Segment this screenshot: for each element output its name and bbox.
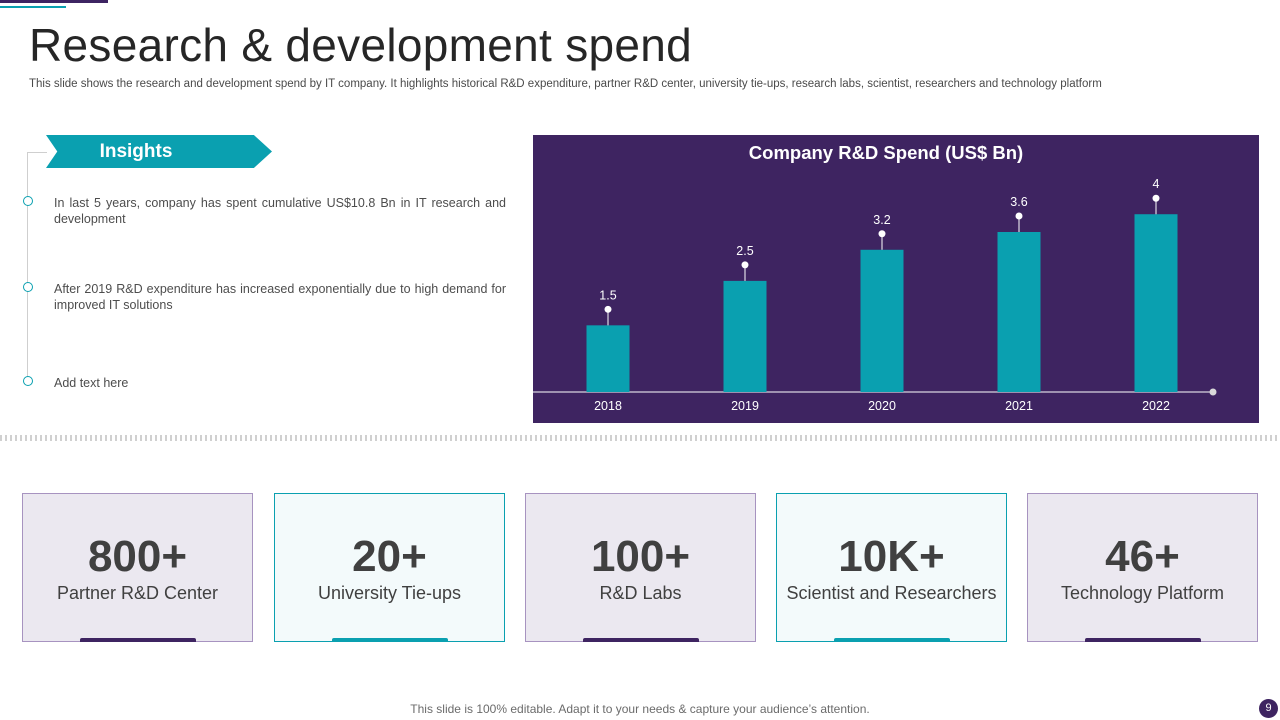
- x-tick-label: 2018: [594, 399, 622, 413]
- stat-card-partner-centers: 800+ Partner R&D Center: [22, 493, 253, 642]
- x-tick-label: 2021: [1005, 399, 1033, 413]
- bar-2020: [860, 249, 904, 392]
- insight-point: Add text here: [54, 376, 129, 390]
- section-divider: [0, 435, 1280, 441]
- stat-label: Scientist and Researchers: [786, 583, 997, 603]
- top-accent-line: [0, 6, 66, 8]
- insights-heading: Insights: [99, 141, 173, 162]
- insights-timeline-connector: [27, 152, 47, 153]
- data-label: 4: [1153, 177, 1160, 191]
- bar-pin-dot: [741, 261, 749, 269]
- x-tick-label: 2022: [1142, 399, 1170, 413]
- page-number-badge: 9: [1259, 699, 1278, 718]
- bar-2021: [997, 232, 1041, 392]
- bar-pin-dot: [604, 305, 612, 313]
- data-label: 2.5: [736, 244, 753, 258]
- slide-footer: This slide is 100% editable. Adapt it to…: [410, 702, 870, 716]
- x-tick-label: 2020: [868, 399, 896, 413]
- chart-title: Company R&D Spend (US$ Bn): [748, 142, 1024, 163]
- stat-label: University Tie-ups: [317, 583, 462, 603]
- top-accent-bar: [0, 0, 108, 3]
- bar-2022: [1134, 214, 1178, 392]
- stat-card-university-tieups: 20+ University Tie-ups: [274, 493, 505, 642]
- data-label: 3.6: [1010, 195, 1027, 209]
- card-accent-bar: [583, 638, 699, 642]
- slide-subtitle: This slide shows the research and develo…: [29, 78, 1102, 90]
- stat-value: 20+: [352, 532, 427, 581]
- stat-label: R&D Labs: [599, 583, 682, 603]
- insight-point: After 2019 R&D expenditure has increased…: [54, 282, 506, 312]
- card-accent-bar: [1085, 638, 1201, 642]
- card-accent-bar: [80, 638, 196, 642]
- insights-banner: Insights: [46, 135, 272, 168]
- stat-value: 800+: [87, 532, 188, 581]
- slide-title: Research & development spend: [29, 19, 693, 71]
- stat-value: 10K+: [838, 532, 945, 581]
- bullet-marker-icon: [23, 376, 33, 386]
- insights-timeline: [27, 152, 28, 384]
- data-label: 1.5: [599, 288, 616, 302]
- stat-card-scientists: 10K+ Scientist and Researchers: [776, 493, 1007, 642]
- data-label: 3.2: [873, 213, 890, 227]
- stat-label: Technology Platform: [1060, 583, 1225, 603]
- chart-plot: 1.5 2018 2.5 2019 3.2 2020 3.6 2021 4 2022: [533, 177, 1217, 413]
- rd-spend-chart: Company R&D Spend (US$ Bn) 1.5 2018 2.5 201…: [533, 135, 1259, 423]
- bar-pin-dot: [1152, 194, 1160, 202]
- card-accent-bar: [834, 638, 950, 642]
- stat-value: 46+: [1105, 532, 1180, 581]
- bar-2019: [723, 280, 767, 392]
- bar-2018: [586, 325, 630, 392]
- insight-point: In last 5 years, company has spent cumul…: [54, 196, 506, 226]
- bullet-marker-icon: [23, 196, 33, 206]
- stat-card-tech-platforms: 46+ Technology Platform: [1027, 493, 1258, 642]
- stat-label: Partner R&D Center: [56, 583, 219, 603]
- stat-card-rd-labs: 100+ R&D Labs: [525, 493, 756, 642]
- bullet-marker-icon: [23, 282, 33, 292]
- bar-pin-dot: [1015, 212, 1023, 220]
- bar-pin-dot: [878, 230, 886, 238]
- x-axis-end-dot: [1209, 388, 1217, 396]
- x-tick-label: 2019: [731, 399, 759, 413]
- card-accent-bar: [332, 638, 448, 642]
- stat-value: 100+: [590, 532, 691, 581]
